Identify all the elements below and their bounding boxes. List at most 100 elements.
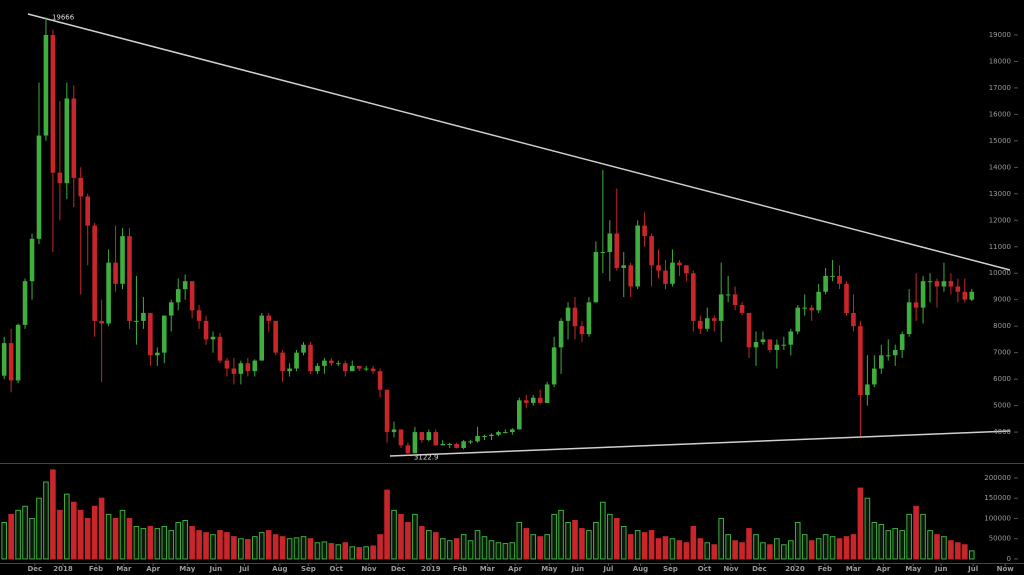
candle-body <box>391 429 397 433</box>
volume-bar <box>91 505 98 560</box>
candle-body <box>517 400 522 430</box>
candle-body <box>962 291 968 300</box>
candle-body <box>106 262 111 324</box>
candle-body <box>844 283 849 313</box>
volume-bar <box>453 538 460 560</box>
x-tick-label: 2019 <box>421 565 441 573</box>
x-tick-label: Jul <box>238 565 249 573</box>
candle-body <box>210 336 216 340</box>
candle-body <box>718 294 724 321</box>
volume-bar <box>231 536 237 560</box>
x-tick-label: Jul <box>967 565 978 573</box>
candle-body <box>809 307 814 311</box>
candle-body <box>837 275 842 284</box>
y-tick-label: 14000 <box>989 163 1011 171</box>
volume-bar <box>530 534 537 560</box>
x-tick-label: Oct <box>330 565 344 573</box>
candle-body <box>656 265 661 271</box>
candle-body <box>628 265 633 287</box>
candle-body <box>259 315 265 361</box>
candle-body <box>329 360 334 364</box>
x-tick-label: May <box>179 565 195 573</box>
x-tick-label: Dec <box>27 565 42 573</box>
volume-bar <box>50 469 56 560</box>
volume-bar <box>607 513 613 560</box>
volume-bar <box>544 534 550 560</box>
volume-bar <box>481 536 488 560</box>
volume-bar <box>265 530 272 560</box>
candle-body <box>496 432 501 435</box>
volume-bar <box>586 530 592 560</box>
volume-bar <box>293 537 300 560</box>
volume-bar <box>363 546 369 560</box>
volume-bar <box>432 532 439 560</box>
candle-body <box>22 281 28 325</box>
candle-body <box>161 315 167 353</box>
y-tick-label: 7000 <box>993 349 1011 357</box>
volume-bar <box>634 530 641 560</box>
x-tick-label: Sep <box>663 565 678 573</box>
candle-body <box>461 441 466 448</box>
candle-body <box>558 320 564 348</box>
candle-body <box>1 343 7 376</box>
y-tick-label: 17000 <box>989 84 1011 92</box>
trend-line <box>389 430 1011 457</box>
volume-bar <box>690 526 697 560</box>
candle-body <box>572 307 578 327</box>
candle-body <box>621 265 627 268</box>
y-tick-label: 19000 <box>989 31 1011 39</box>
volume-tick-label: 100000 <box>984 514 1011 522</box>
candle-body <box>649 236 654 266</box>
volume-bar <box>210 534 216 560</box>
volume-bar <box>439 538 446 560</box>
volume-bar <box>321 541 328 560</box>
volume-bar <box>77 509 84 560</box>
volume-bar <box>627 534 634 560</box>
candle-body <box>503 432 508 434</box>
volume-bar <box>168 530 175 560</box>
low-annotation: 3122.9 <box>414 453 439 461</box>
candle-body <box>127 236 132 321</box>
volume-bar <box>8 513 14 560</box>
candle-body <box>934 281 940 287</box>
candle-body <box>530 397 536 403</box>
volume-bar <box>593 522 599 560</box>
volume-bar <box>84 517 91 560</box>
candle-body <box>231 368 237 374</box>
volume-bar <box>405 522 411 560</box>
candle-body <box>29 238 35 282</box>
candle-body <box>565 307 571 321</box>
candle-body <box>537 397 543 403</box>
y-tick-label: 6000 <box>993 375 1011 383</box>
x-tick-label: Dec <box>391 565 406 573</box>
candle-body <box>468 441 473 443</box>
candle-body <box>677 262 682 266</box>
candle-body <box>43 34 49 136</box>
volume-bar <box>857 487 864 560</box>
candle-body <box>92 225 97 321</box>
volume-bar <box>864 497 871 560</box>
volume-bar <box>57 509 63 560</box>
volume-bar <box>126 517 133 560</box>
candle-body <box>426 432 432 441</box>
candle-body <box>600 252 606 254</box>
candle-body <box>878 355 884 369</box>
candle-body <box>447 443 452 445</box>
volume-bar <box>370 545 376 560</box>
candle-body <box>419 432 425 441</box>
volume-bar <box>189 526 195 560</box>
volume-bar <box>655 538 662 560</box>
high-annotation: 19666 <box>52 13 75 21</box>
candle-body <box>711 318 717 321</box>
volume-bar <box>613 517 620 560</box>
candle-body <box>36 135 42 239</box>
volume-bar <box>620 526 627 560</box>
candle-body <box>725 294 731 296</box>
volume-bar <box>175 522 182 560</box>
volume-bar <box>920 513 926 560</box>
candle-body <box>217 336 223 361</box>
candle-body <box>57 172 63 184</box>
candle-body <box>753 342 759 348</box>
candle-body <box>607 233 613 253</box>
